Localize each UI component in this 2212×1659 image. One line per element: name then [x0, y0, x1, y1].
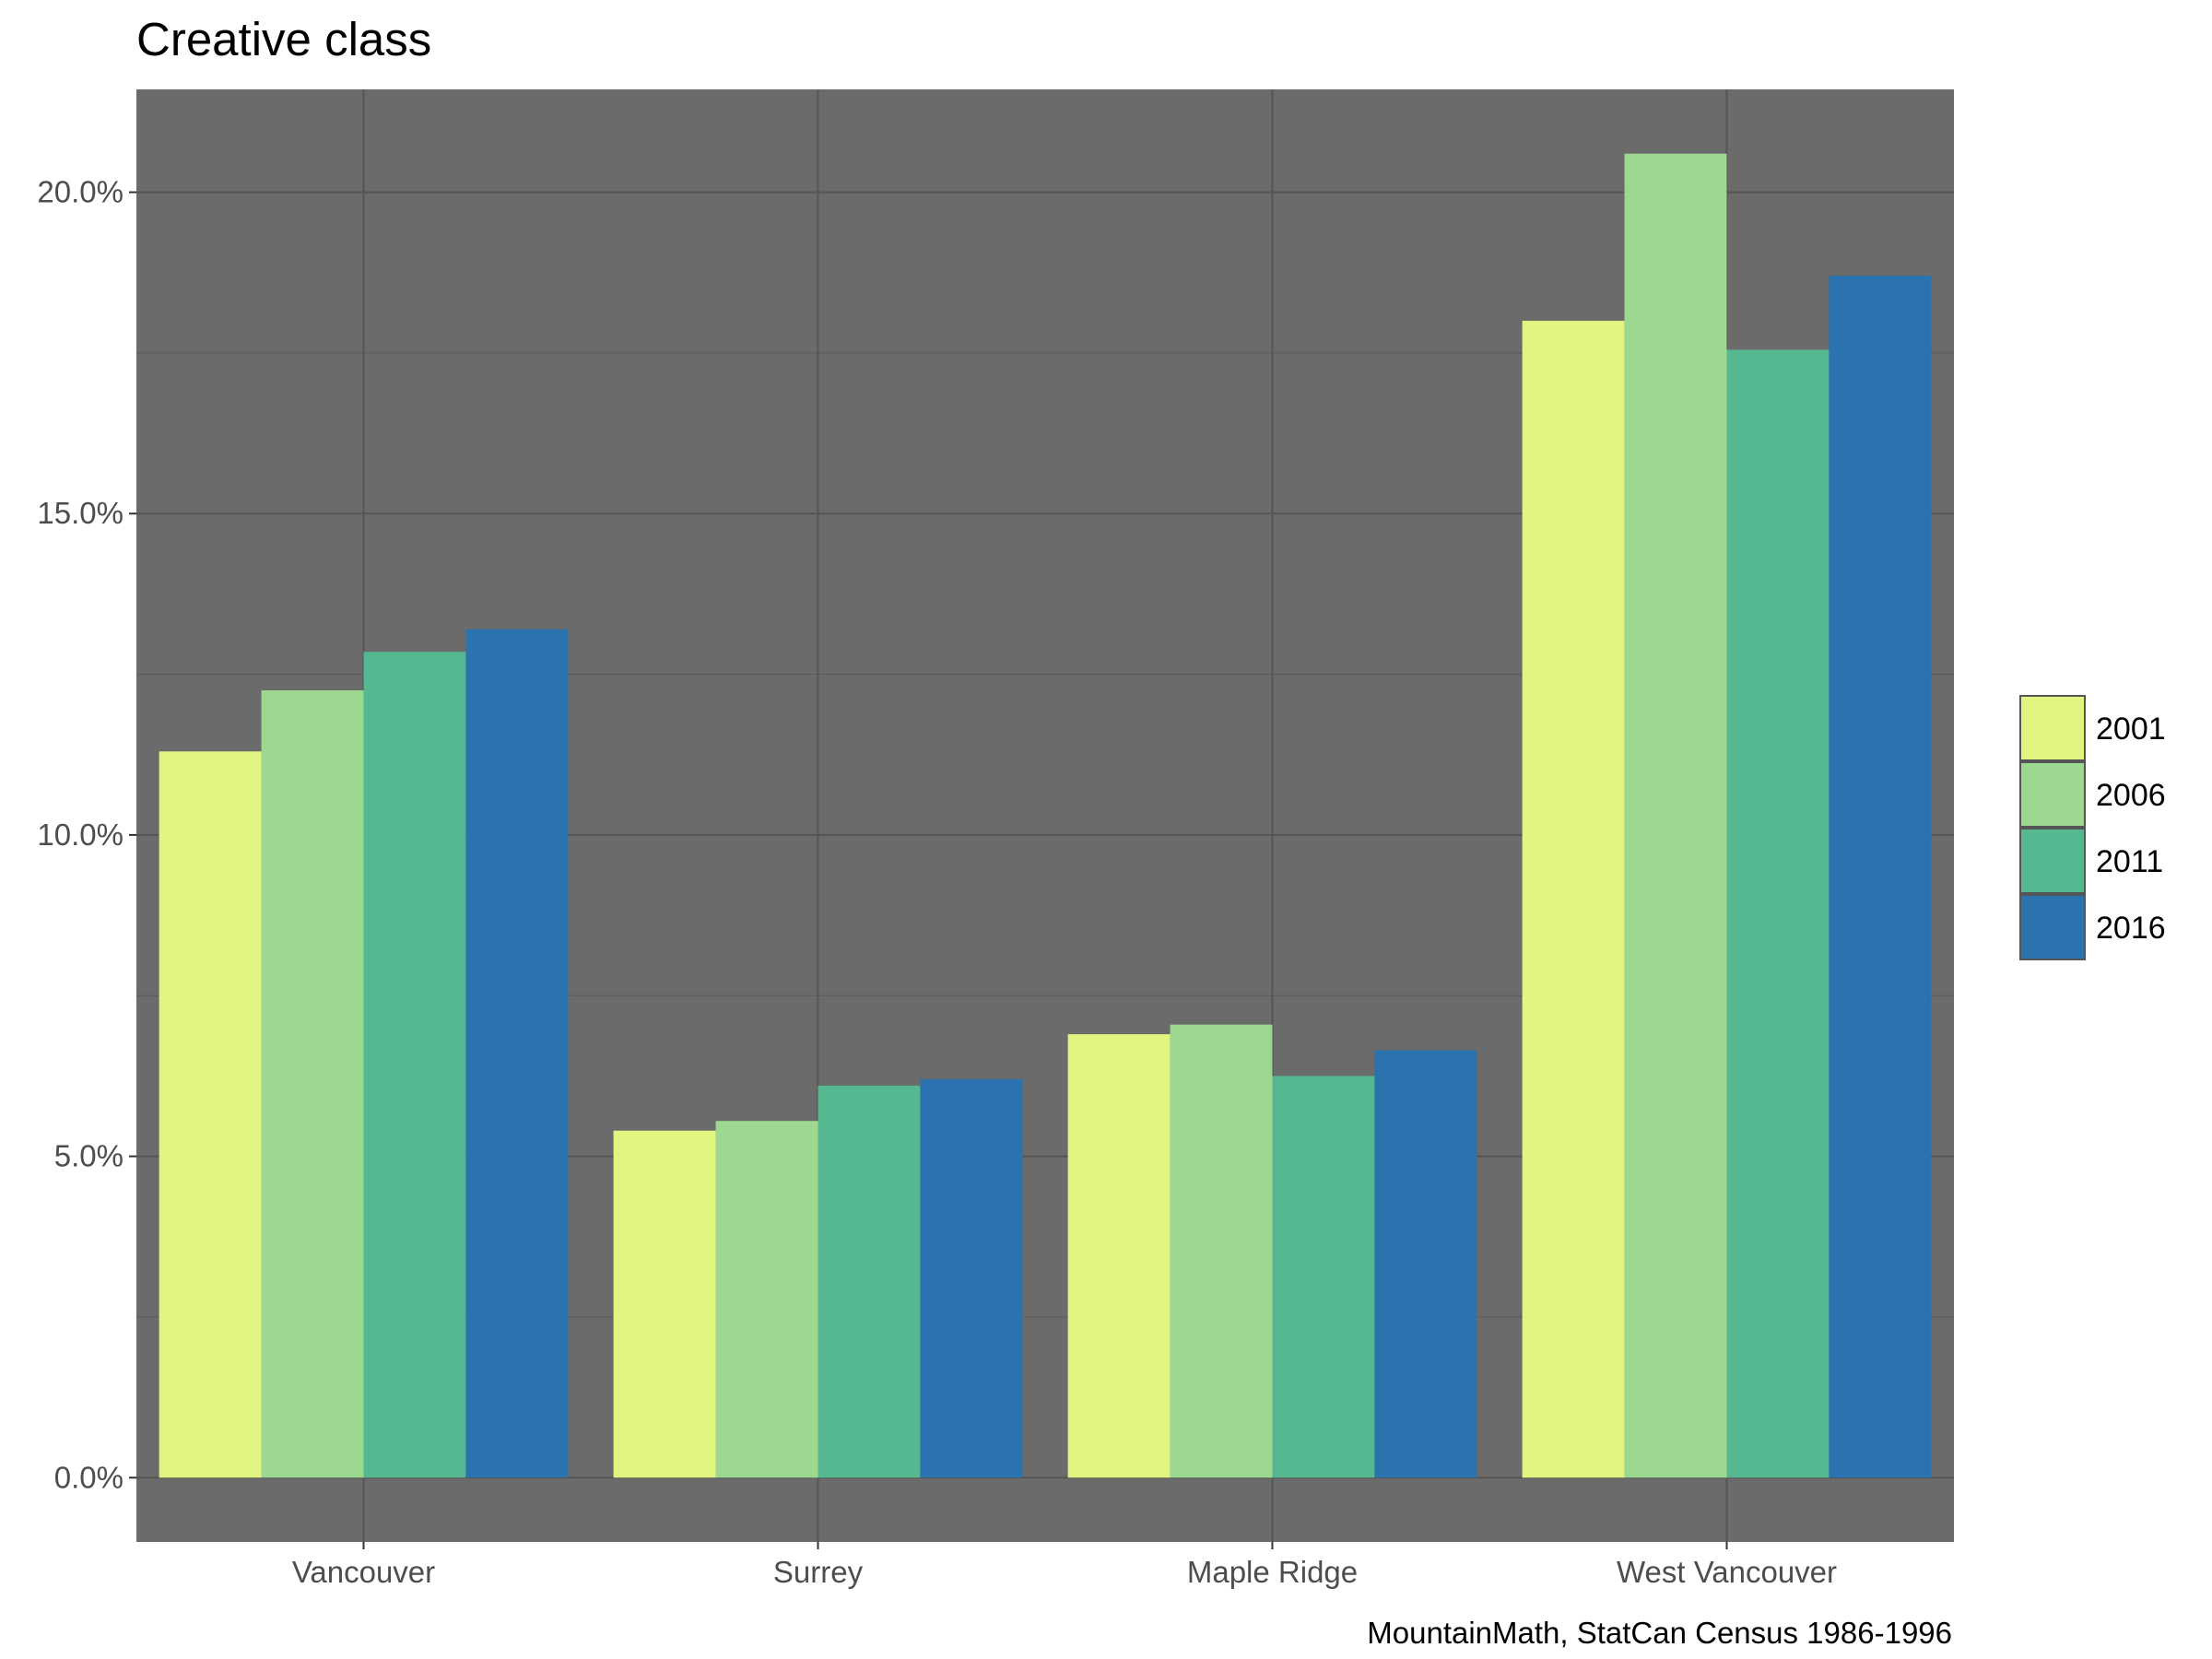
bar [1522, 321, 1625, 1478]
bar [1726, 349, 1830, 1478]
bar [613, 1130, 716, 1478]
legend-key [2019, 828, 2086, 894]
legend: 2001 2006 2011 2016 [2019, 695, 2166, 960]
x-axis: Vancouver Surrey Maple Ridge West Vancouver [292, 1542, 1837, 1589]
legend-key [2019, 761, 2086, 828]
bar [261, 690, 364, 1478]
legend-key [2019, 894, 2086, 960]
y-tick-label: 0.0% [54, 1460, 124, 1494]
bar [715, 1121, 818, 1478]
y-tick-label: 15.0% [37, 496, 124, 530]
bar [465, 629, 569, 1478]
bar [818, 1085, 921, 1478]
chart-caption: MountainMath, StatCan Census 1986-1996 [1367, 1616, 1952, 1650]
legend-label: 2016 [2096, 911, 2166, 946]
chart-title: Creative class [136, 13, 431, 65]
bar [1170, 1024, 1273, 1478]
x-tick-label: Maple Ridge [1187, 1555, 1358, 1589]
y-tick-label: 20.0% [37, 175, 124, 209]
bar [363, 652, 466, 1478]
bars [159, 153, 1932, 1478]
bar [1374, 1050, 1477, 1478]
legend-label: 2001 [2096, 712, 2166, 747]
y-axis: 0.0% 5.0% 10.0% 15.0% 20.0% [37, 175, 136, 1494]
bar [1829, 276, 1932, 1478]
legend-label: 2011 [2096, 844, 2163, 879]
legend-label: 2006 [2096, 778, 2166, 813]
x-tick-label: Surrey [773, 1555, 864, 1589]
legend-key [2019, 695, 2086, 761]
x-tick-label: West Vancouver [1617, 1555, 1837, 1589]
y-tick-label: 10.0% [37, 818, 124, 852]
bar [159, 751, 262, 1478]
x-tick-label: Vancouver [292, 1555, 435, 1589]
bar [1272, 1076, 1375, 1478]
bar [1624, 153, 1727, 1478]
bar [920, 1078, 1023, 1478]
y-tick-label: 5.0% [54, 1139, 124, 1173]
bar [1067, 1034, 1171, 1478]
